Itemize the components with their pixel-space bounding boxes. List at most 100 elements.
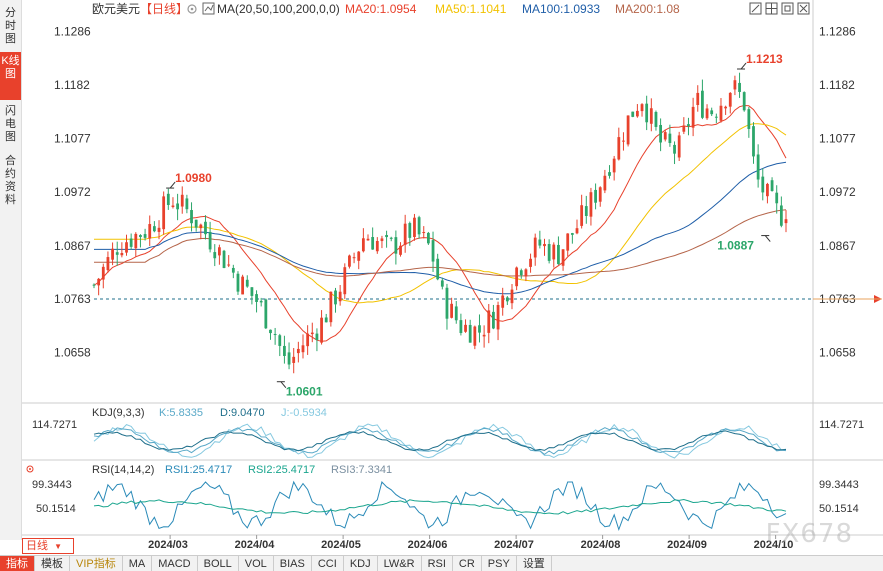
period-selector-dropdown[interactable]: 日线 ▼ bbox=[22, 538, 74, 554]
chevron-down-icon: ▼ bbox=[54, 542, 62, 551]
close-icon[interactable] bbox=[797, 2, 810, 15]
bottom-tab-8[interactable]: CCI bbox=[312, 556, 344, 571]
candle-body bbox=[194, 219, 198, 228]
candle-body bbox=[561, 249, 565, 266]
candle-body bbox=[677, 135, 681, 158]
candle-body bbox=[361, 238, 365, 252]
candle-body bbox=[492, 311, 495, 329]
period-label: 【日线】 bbox=[140, 2, 188, 16]
candlestick-chart[interactable]: 欧元美元 【日线】 MA(20,50,100,200,0,0) MA20:1.0… bbox=[22, 0, 883, 555]
settings-gear-icon[interactable] bbox=[187, 4, 197, 14]
candle-body bbox=[431, 240, 435, 262]
candle-body bbox=[310, 332, 314, 335]
rsi-axis-tick-mid-left: 50.1514 bbox=[36, 503, 76, 515]
bottom-tab-4[interactable]: MACD bbox=[152, 556, 198, 571]
tab-flash-chart[interactable]: 闪电图 bbox=[5, 105, 16, 143]
tab-k-line[interactable]: K线图 bbox=[0, 52, 21, 100]
price-tick-left: 1.0763 bbox=[54, 292, 91, 306]
candle-body bbox=[348, 255, 351, 267]
candle-body bbox=[190, 210, 193, 224]
candle-body bbox=[501, 295, 505, 308]
kdj-lines bbox=[93, 423, 787, 459]
rsi2-value: RSI2:25.4717 bbox=[248, 464, 315, 476]
annotation-pointer bbox=[169, 181, 176, 189]
candle-body bbox=[584, 206, 588, 216]
candle-body bbox=[403, 223, 407, 245]
period-selector-label: 日线 bbox=[26, 540, 48, 552]
candle-body bbox=[724, 106, 728, 109]
annotation-label: 1.0601 bbox=[286, 385, 323, 399]
candle-body bbox=[673, 144, 676, 154]
kdj-j-value: J:-0.5934 bbox=[281, 407, 327, 419]
candle-body bbox=[570, 233, 574, 235]
candle-body bbox=[413, 217, 416, 238]
bottom-tab-5[interactable]: BOLL bbox=[198, 556, 239, 571]
candle-body bbox=[287, 352, 291, 365]
bottom-tab-1[interactable]: 模板 bbox=[35, 556, 70, 571]
candle-body bbox=[505, 297, 509, 302]
layout-icon[interactable] bbox=[765, 2, 778, 15]
candle-body bbox=[547, 244, 551, 261]
ma200-value: MA200:1.08 bbox=[615, 2, 680, 16]
candle-body bbox=[459, 320, 463, 334]
candle-body bbox=[222, 250, 226, 268]
candle-body bbox=[375, 240, 379, 252]
bottom-tab-7[interactable]: BIAS bbox=[274, 556, 312, 571]
candle-body bbox=[97, 278, 101, 286]
candle-body bbox=[580, 205, 584, 226]
candle-body bbox=[687, 124, 690, 127]
candle-body bbox=[199, 224, 203, 229]
bottom-tab-11[interactable]: RSI bbox=[422, 556, 453, 571]
bottom-tab-12[interactable]: CR bbox=[453, 556, 482, 571]
candle-body bbox=[445, 287, 449, 319]
candle-body bbox=[338, 291, 342, 302]
candle-body bbox=[259, 300, 263, 303]
tab-contract-info[interactable]: 合约资料 bbox=[5, 155, 16, 206]
candle-body bbox=[422, 232, 426, 234]
symbol-label: 欧元美元 bbox=[92, 2, 140, 16]
fullscreen-icon[interactable] bbox=[749, 2, 762, 15]
tab-time-chart[interactable]: 分时图 bbox=[5, 7, 16, 45]
candle-body bbox=[649, 108, 653, 124]
date-label: 2024/05 bbox=[321, 539, 361, 551]
date-label: 2024/09 bbox=[667, 539, 707, 551]
candle-body bbox=[357, 251, 361, 261]
ma50-value: MA50:1.1041 bbox=[435, 2, 507, 16]
candle-body bbox=[733, 80, 737, 90]
bottom-tab-0[interactable]: 指标 bbox=[0, 556, 35, 571]
sidebar: 分时图 K线图 闪电图 合约资料 bbox=[0, 0, 22, 540]
candle-body bbox=[125, 242, 128, 253]
ma50-line bbox=[94, 123, 787, 304]
bottom-tab-9[interactable]: KDJ bbox=[344, 556, 378, 571]
candle-body bbox=[394, 237, 398, 254]
candle-body bbox=[487, 310, 491, 333]
bottom-tab-10[interactable]: LW&R bbox=[378, 556, 422, 571]
candle-body bbox=[631, 111, 635, 117]
candle-body bbox=[236, 273, 240, 292]
candle-body bbox=[603, 175, 607, 191]
candle-body bbox=[575, 228, 579, 234]
candle-body bbox=[654, 111, 658, 127]
ma-label: MA(20,50,100,200,0,0) bbox=[217, 2, 340, 16]
bottom-tab-3[interactable]: MA bbox=[123, 556, 153, 571]
candle-body bbox=[450, 303, 454, 318]
candle-body bbox=[594, 189, 597, 203]
candle-body bbox=[682, 125, 686, 132]
candle-body bbox=[204, 221, 207, 235]
bottom-tab-14[interactable]: 设置 bbox=[517, 556, 552, 571]
candle-body bbox=[148, 224, 152, 239]
bottom-tab-6[interactable]: VOL bbox=[239, 556, 274, 571]
date-label: 2024/08 bbox=[581, 539, 621, 551]
bottom-tab-2[interactable]: VIP指标 bbox=[70, 556, 123, 571]
candle-body bbox=[589, 192, 593, 217]
price-tick-left: 1.1077 bbox=[54, 131, 91, 145]
date-label: 2024/07 bbox=[494, 539, 534, 551]
bottom-tab-13[interactable]: PSY bbox=[482, 556, 517, 571]
rsi-axis-tick-high-left: 99.3443 bbox=[32, 479, 72, 491]
chart-area[interactable]: 欧元美元 【日线】 MA(20,50,100,200,0,0) MA20:1.0… bbox=[22, 0, 883, 555]
candle-body bbox=[645, 103, 649, 123]
candle-body bbox=[538, 239, 542, 246]
candle-body bbox=[766, 183, 769, 197]
candle-body bbox=[691, 106, 695, 128]
restore-icon[interactable] bbox=[781, 2, 794, 15]
